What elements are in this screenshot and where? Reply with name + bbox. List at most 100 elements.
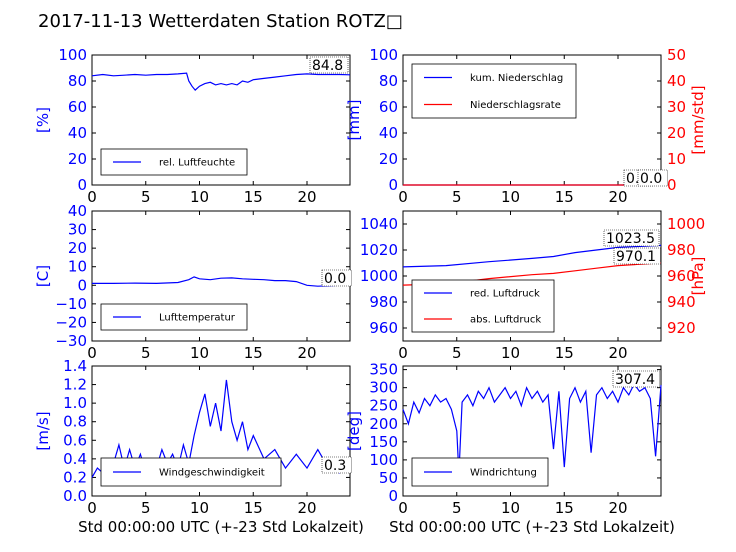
y2-tick-label: 20 <box>667 124 686 142</box>
x-tick-label: 15 <box>555 188 574 206</box>
y-tick-label: 980 <box>369 293 398 311</box>
y-tick-label: 1020 <box>360 241 398 259</box>
y2-axis-label: [hPa] <box>689 257 707 296</box>
y-tick-label: 250 <box>369 397 398 415</box>
y-tick-label: 1000 <box>360 267 398 285</box>
y2-tick-label: 0 <box>667 176 677 194</box>
y2-tick-label: 10 <box>667 150 686 168</box>
value-annotation: 1023.5 <box>606 231 655 247</box>
y-tick-label: −20 <box>55 313 87 331</box>
chart-title: 2017-11-13 Wetterdaten Station ROTZ□ <box>38 11 403 32</box>
value-annotation: 84.8 <box>312 58 343 74</box>
y-tick-label: 300 <box>369 379 398 397</box>
y-tick-label: 50 <box>379 469 398 487</box>
y-tick-label: −30 <box>55 332 87 350</box>
y-axis-label: [m/s] <box>34 411 52 450</box>
x-tick-label: 15 <box>244 344 263 362</box>
legend-label: kum. Niederschlag <box>470 73 563 84</box>
y2-tick-label: 960 <box>667 267 696 285</box>
y-tick-label: 100 <box>369 451 398 469</box>
x-tick-label: 5 <box>452 344 462 362</box>
y-axis-label: [%] <box>34 107 52 133</box>
y-tick-label: 0 <box>77 276 87 294</box>
legend-label: Lufttemperatur <box>159 313 236 324</box>
value-annotation-box <box>637 169 668 187</box>
y-axis-label: [mm] <box>345 100 363 141</box>
y2-tick-label: 40 <box>667 72 686 90</box>
y-tick-label: 350 <box>369 361 398 379</box>
x-tick-label: 5 <box>141 188 151 206</box>
x-tick-label: 10 <box>190 188 209 206</box>
y-tick-label: 0.6 <box>63 431 87 449</box>
y2-tick-label: 1000 <box>667 215 705 233</box>
panel-p3: 0 5 10 15 20−30−20−10010203040[C]Lufttempera… <box>34 202 352 362</box>
y2-tick-label: 920 <box>667 319 696 337</box>
panel-p4: 0 5 10 15 20 960 980 1000 1020 1040 920 940 960 980 10… <box>360 210 707 362</box>
value-annotation: 0.0 <box>324 271 346 287</box>
y-tick-label: −10 <box>55 295 87 313</box>
y-tick-label: 0 <box>388 487 398 505</box>
panel-p1: 0 5 10 15 20 0 20 40 60 80 100 [%] rel. Luftfeuchte 8… <box>34 46 351 206</box>
x-tick-label: 0 <box>87 499 97 517</box>
y-tick-label: 200 <box>369 415 398 433</box>
series-line <box>402 244 662 268</box>
legend-box <box>411 279 555 333</box>
y2-tick-label: 980 <box>667 241 696 259</box>
legend-label: Niederschlagsrate <box>470 100 561 111</box>
value-annotation-box <box>612 370 660 388</box>
x-axis-label: Std 00:00:00 UTC (+-23 Std Lokalzeit) <box>78 518 364 536</box>
legend-label: rel. Luftfeuchte <box>159 158 235 169</box>
x-tick-label: 5 <box>452 499 462 517</box>
x-tick-label: 20 <box>297 188 316 206</box>
x-tick-label: 20 <box>608 344 627 362</box>
y2-tick-label: 50 <box>667 46 686 64</box>
y-tick-label: 40 <box>379 124 398 142</box>
y-tick-label: 0 <box>388 176 398 194</box>
y-tick-label: 0 <box>77 176 87 194</box>
value-annotation: 307.4 <box>615 372 655 388</box>
y-tick-label: 40 <box>68 124 87 142</box>
legend-box <box>411 63 577 119</box>
legend-label: Windgeschwindigkeit <box>159 468 265 479</box>
x-tick-label: 5 <box>452 188 462 206</box>
x-tick-label: 10 <box>501 499 520 517</box>
y-tick-label: 30 <box>68 221 87 239</box>
y-tick-label: 0.0 <box>63 487 87 505</box>
x-tick-label: 20 <box>297 344 316 362</box>
series-line <box>91 72 351 91</box>
y2-tick-label: 30 <box>667 98 686 116</box>
x-axis-label: Std 00:00:00 UTC (+-23 Std Lokalzeit) <box>389 518 675 536</box>
y2-axis-label: [mm/std] <box>689 85 707 154</box>
legend-label: red. Luftdruck <box>470 289 540 300</box>
x-tick-label: 0 <box>87 344 97 362</box>
x-tick-label: 0 <box>398 188 408 206</box>
value-annotation: 970.1 <box>616 249 656 265</box>
y-tick-label: 1.2 <box>63 376 87 394</box>
x-tick-label: 5 <box>141 499 151 517</box>
y-tick-label: 60 <box>68 98 87 116</box>
y-tick-label: 1.4 <box>63 357 87 375</box>
y-tick-label: 0.2 <box>63 468 87 486</box>
y-tick-label: 0.4 <box>63 450 87 468</box>
x-tick-label: 15 <box>244 188 263 206</box>
y-tick-label: 100 <box>369 46 398 64</box>
x-tick-label: 20 <box>297 499 316 517</box>
value-annotation: 0.3 <box>324 458 346 474</box>
y-tick-label: 0.8 <box>63 413 87 431</box>
series-line <box>402 382 662 475</box>
x-tick-label: 5 <box>141 344 151 362</box>
y-tick-label: 150 <box>369 433 398 451</box>
y-tick-label: 60 <box>379 98 398 116</box>
y-tick-label: 80 <box>379 72 398 90</box>
x-tick-label: 15 <box>555 344 574 362</box>
y-axis-label: [deg] <box>345 411 363 451</box>
x-tick-label: 10 <box>501 188 520 206</box>
y-tick-label: 100 <box>58 46 87 64</box>
y-tick-label: 1.0 <box>63 394 87 412</box>
x-tick-label: 20 <box>608 188 627 206</box>
x-tick-label: 0 <box>87 188 97 206</box>
y-axis-label: [C] <box>34 265 52 287</box>
legend-box <box>100 148 248 176</box>
